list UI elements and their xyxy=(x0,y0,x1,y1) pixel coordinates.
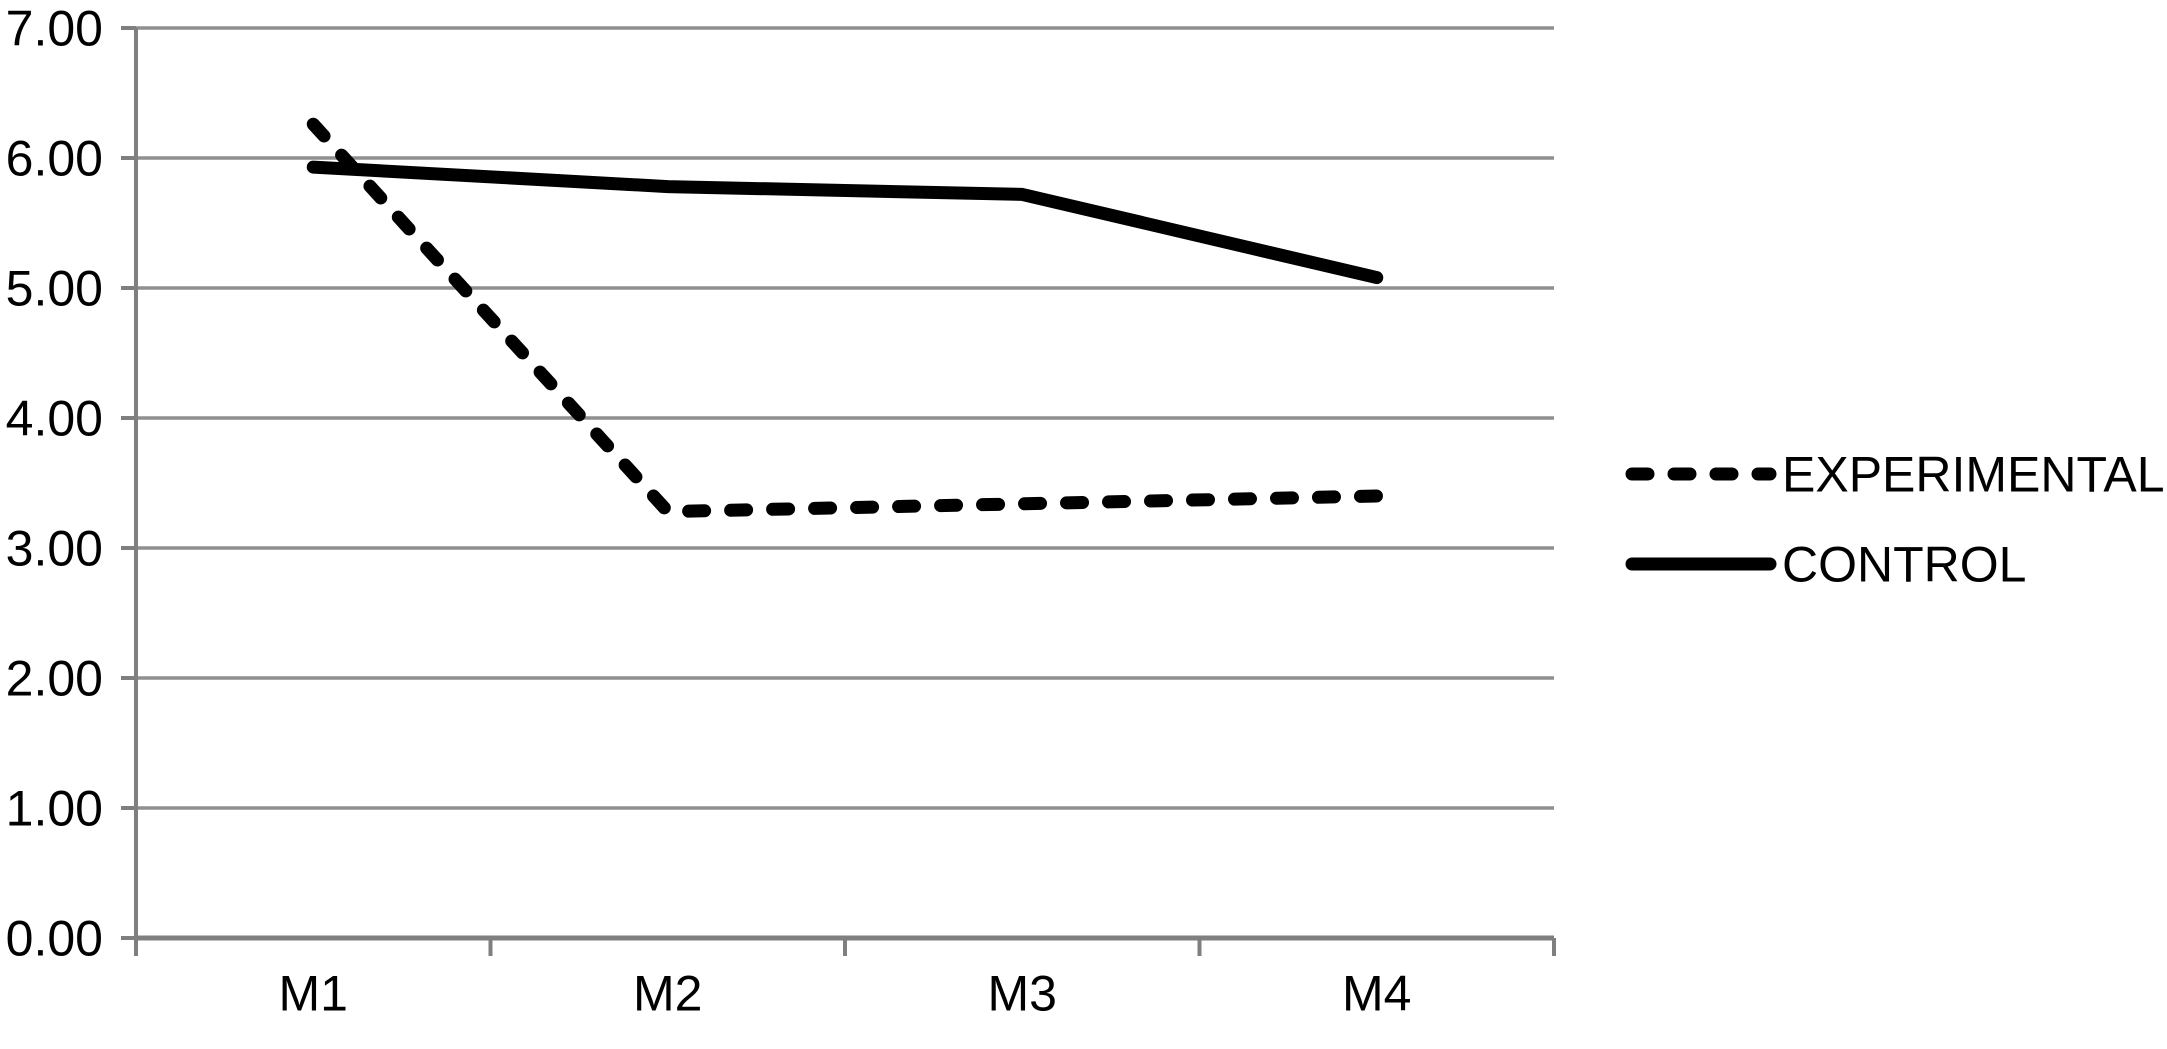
y-tick-label: 4.00 xyxy=(6,391,103,447)
y-tick-label: 5.00 xyxy=(6,261,103,317)
series-line-experimental xyxy=(306,117,1384,519)
x-tick-label: M2 xyxy=(633,966,702,1022)
axes xyxy=(121,26,1556,956)
y-tick-label: 7.00 xyxy=(6,1,103,57)
legend-label-experimental: EXPERIMENTAL xyxy=(1782,447,2165,503)
y-tick-label: 3.00 xyxy=(6,521,103,577)
y-tick-label: 2.00 xyxy=(6,651,103,707)
x-tick-label: M4 xyxy=(1342,966,1411,1022)
x-tick-label: M1 xyxy=(279,966,348,1022)
y-tick-label: 1.00 xyxy=(6,781,103,837)
series-lines xyxy=(306,117,1384,519)
x-tick-label: M3 xyxy=(988,966,1057,1022)
series-line-control xyxy=(306,160,1384,285)
legend-label-control: CONTROL xyxy=(1782,537,2026,593)
y-tick-label: 6.00 xyxy=(6,131,103,187)
axis-tick-labels: 0.00 1.00 2.00 3.00 4.00 5.00 6.00 7.00 M1 M2 M3 M4 xyxy=(6,1,1412,1022)
y-tick-label: 0.00 xyxy=(6,911,103,967)
legend: EXPERIMENTAL CONTROL xyxy=(1625,447,2165,593)
gridlines xyxy=(136,26,1554,810)
